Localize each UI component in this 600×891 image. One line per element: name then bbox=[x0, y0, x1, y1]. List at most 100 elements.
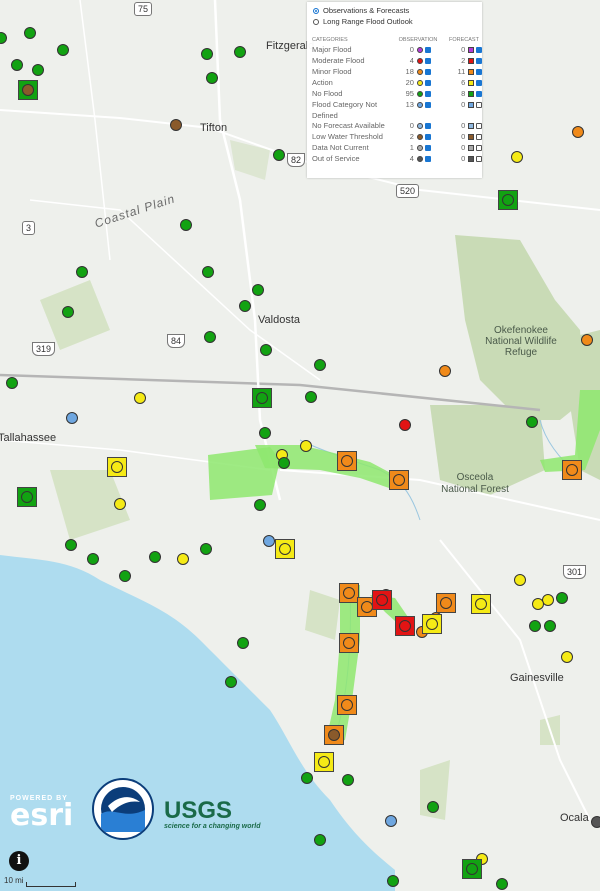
forecast-marker[interactable] bbox=[471, 594, 491, 614]
gauge-marker[interactable] bbox=[87, 553, 99, 565]
gauge-marker[interactable] bbox=[526, 416, 538, 428]
forecast-marker[interactable] bbox=[372, 590, 392, 610]
gauge-marker[interactable] bbox=[532, 598, 544, 610]
gauge-marker[interactable] bbox=[314, 359, 326, 371]
gauge-marker[interactable] bbox=[66, 412, 78, 424]
legend-obs-checkbox[interactable] bbox=[424, 47, 431, 53]
legend-fc-checkbox[interactable] bbox=[476, 91, 482, 97]
legend-fc-checkbox[interactable] bbox=[476, 145, 482, 151]
gauge-marker[interactable] bbox=[511, 151, 523, 163]
legend-obs-checkbox[interactable] bbox=[424, 145, 431, 151]
gauge-marker[interactable] bbox=[202, 266, 214, 278]
gauge-marker[interactable] bbox=[206, 72, 218, 84]
legend-obs-checkbox[interactable] bbox=[424, 80, 431, 86]
legend-obs-checkbox[interactable] bbox=[424, 91, 431, 97]
gauge-marker[interactable] bbox=[259, 427, 271, 439]
gauge-marker[interactable] bbox=[134, 392, 146, 404]
gauge-marker[interactable] bbox=[237, 637, 249, 649]
forecast-marker[interactable] bbox=[395, 616, 415, 636]
forecast-marker[interactable] bbox=[17, 487, 37, 507]
gauge-marker[interactable] bbox=[149, 551, 161, 563]
gauge-marker[interactable] bbox=[204, 331, 216, 343]
forecast-marker[interactable] bbox=[422, 614, 442, 634]
radio-selected-icon[interactable] bbox=[313, 7, 319, 14]
gauge-marker[interactable] bbox=[263, 535, 275, 547]
mode-option-observations[interactable]: Observations & Forecasts bbox=[307, 5, 482, 16]
gauge-marker[interactable] bbox=[278, 457, 290, 469]
gauge-marker[interactable] bbox=[581, 334, 593, 346]
gauge-marker[interactable] bbox=[114, 498, 126, 510]
legend-fc-checkbox[interactable] bbox=[476, 58, 482, 64]
legend-obs-checkbox[interactable] bbox=[424, 134, 431, 140]
gauge-marker[interactable] bbox=[385, 815, 397, 827]
legend-fc-checkbox[interactable] bbox=[476, 80, 482, 86]
gauge-marker[interactable] bbox=[32, 64, 44, 76]
gauge-marker[interactable] bbox=[572, 126, 584, 138]
gauge-marker[interactable] bbox=[200, 543, 212, 555]
gauge-marker[interactable] bbox=[201, 48, 213, 60]
gauge-marker[interactable] bbox=[556, 592, 568, 604]
forecast-marker[interactable] bbox=[275, 539, 295, 559]
gauge-marker[interactable] bbox=[252, 284, 264, 296]
gauge-marker[interactable] bbox=[76, 266, 88, 278]
legend-fc-checkbox[interactable] bbox=[476, 123, 482, 129]
gauge-marker[interactable] bbox=[399, 419, 411, 431]
gauge-marker[interactable] bbox=[180, 219, 192, 231]
legend-fc-checkbox[interactable] bbox=[476, 156, 482, 162]
gauge-marker[interactable] bbox=[254, 499, 266, 511]
legend-fc-checkbox[interactable] bbox=[476, 102, 482, 108]
forecast-marker[interactable] bbox=[107, 457, 127, 477]
forecast-marker[interactable] bbox=[337, 451, 357, 471]
gauge-marker[interactable] bbox=[496, 878, 508, 890]
legend-fc-checkbox[interactable] bbox=[476, 134, 482, 140]
legend-obs-checkbox[interactable] bbox=[424, 102, 431, 108]
gauge-marker[interactable] bbox=[62, 306, 74, 318]
gauge-marker[interactable] bbox=[177, 553, 189, 565]
gauge-marker[interactable] bbox=[65, 539, 77, 551]
radio-unselected-icon[interactable] bbox=[313, 18, 319, 25]
forecast-marker[interactable] bbox=[339, 633, 359, 653]
legend-obs-checkbox[interactable] bbox=[424, 123, 431, 129]
forecast-marker[interactable] bbox=[337, 695, 357, 715]
gauge-marker[interactable] bbox=[427, 801, 439, 813]
gauge-marker[interactable] bbox=[342, 774, 354, 786]
forecast-marker[interactable] bbox=[498, 190, 518, 210]
gauge-marker[interactable] bbox=[591, 816, 600, 828]
legend-fc-checkbox[interactable] bbox=[476, 47, 482, 53]
gauge-marker[interactable] bbox=[544, 620, 556, 632]
forecast-marker[interactable] bbox=[436, 593, 456, 613]
forecast-marker[interactable] bbox=[339, 583, 359, 603]
gauge-marker[interactable] bbox=[6, 377, 18, 389]
gauge-marker[interactable] bbox=[305, 391, 317, 403]
legend-obs-checkbox[interactable] bbox=[424, 156, 431, 162]
legend-obs-checkbox[interactable] bbox=[424, 69, 431, 75]
gauge-marker[interactable] bbox=[170, 119, 182, 131]
gauge-marker[interactable] bbox=[314, 834, 326, 846]
gauge-marker[interactable] bbox=[387, 875, 399, 887]
gauge-marker[interactable] bbox=[300, 440, 312, 452]
forecast-marker[interactable] bbox=[314, 752, 334, 772]
gauge-marker[interactable] bbox=[529, 620, 541, 632]
legend-obs-checkbox[interactable] bbox=[424, 58, 431, 64]
gauge-marker[interactable] bbox=[301, 772, 313, 784]
forecast-marker[interactable] bbox=[389, 470, 409, 490]
gauge-marker[interactable] bbox=[260, 344, 272, 356]
gauge-marker[interactable] bbox=[57, 44, 69, 56]
gauge-marker[interactable] bbox=[514, 574, 526, 586]
forecast-marker[interactable] bbox=[562, 460, 582, 480]
mode-option-long-range[interactable]: Long Range Flood Outlook bbox=[307, 16, 482, 27]
gauge-marker[interactable] bbox=[239, 300, 251, 312]
forecast-marker[interactable] bbox=[18, 80, 38, 100]
forecast-marker[interactable] bbox=[462, 859, 482, 879]
gauge-marker[interactable] bbox=[273, 149, 285, 161]
gauge-marker[interactable] bbox=[225, 676, 237, 688]
info-icon[interactable]: i bbox=[9, 851, 29, 871]
forecast-marker[interactable] bbox=[324, 725, 344, 745]
gauge-marker[interactable] bbox=[439, 365, 451, 377]
gauge-marker[interactable] bbox=[561, 651, 573, 663]
gauge-marker[interactable] bbox=[119, 570, 131, 582]
gauge-marker[interactable] bbox=[234, 46, 246, 58]
legend-fc-checkbox[interactable] bbox=[476, 69, 482, 75]
gauge-marker[interactable] bbox=[11, 59, 23, 71]
